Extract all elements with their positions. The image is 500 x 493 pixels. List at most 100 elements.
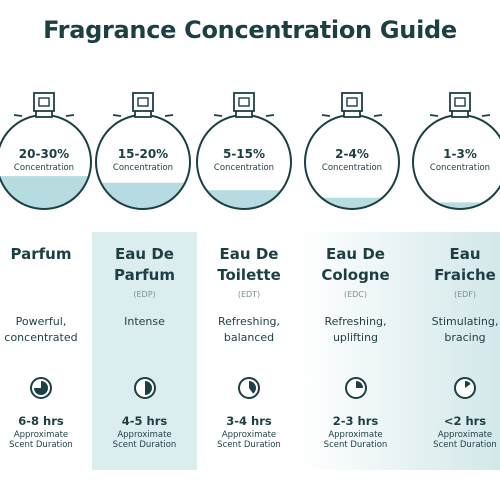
name-line-1: Parfum	[10, 245, 72, 263]
duration-hours: 2-3 hrs	[332, 414, 379, 428]
concentration-percent: 1-3%	[443, 147, 477, 161]
name-line-2: Fraiche	[434, 266, 496, 284]
concentration-label: Concentration	[112, 163, 174, 173]
fragrance-name: Eau De Parfum	[92, 244, 197, 286]
fragrance-name: Eau De Toilette	[197, 244, 301, 286]
bottle-parfum: 20-30% Concentration	[0, 90, 94, 220]
bottle-shoulder	[112, 114, 122, 117]
name-line-2: Parfum	[114, 266, 175, 284]
concentration-percent: 2-4%	[335, 147, 369, 161]
duration-caption: Approximate Scent Duration	[410, 430, 500, 450]
fragrance-columns: Parfum Powerful, concentrated 6-8 hrs Ap…	[0, 232, 500, 470]
clock-wedge	[355, 381, 363, 388]
perfume-bottle-icon	[0, 92, 92, 210]
bottle-edc: 2-4% Concentration	[302, 90, 402, 220]
clock-icon	[133, 377, 156, 399]
fragrance-abbreviation: (EDP)	[133, 290, 156, 299]
fragrance-name: Eau Fraiche	[410, 244, 500, 286]
description-line-1: Refreshing,	[324, 315, 387, 328]
duration-caption-line-2: Scent Duration	[9, 440, 73, 450]
bottle-cap-window	[38, 97, 50, 107]
clock-wedge	[465, 381, 471, 388]
concentration-percent: 15-20%	[117, 147, 169, 161]
bottle-cap	[449, 92, 471, 112]
page-title: Fragrance Concentration Guide	[43, 16, 457, 44]
bottle-shoulder	[164, 114, 174, 117]
bottle-cap	[33, 92, 55, 112]
clock-wedge	[34, 381, 48, 395]
bottle-body	[412, 114, 500, 210]
description-line-2: uplifting	[332, 331, 379, 344]
clock-icon	[30, 377, 52, 399]
liquid-fill	[0, 176, 90, 208]
bottle-cap-window	[137, 97, 149, 107]
fragrance-description: Refreshing, uplifting	[301, 314, 410, 346]
fragrance-name: Parfum	[0, 244, 92, 265]
fragrance-abbreviation: (EDF)	[453, 290, 477, 299]
clock-wedge	[249, 381, 256, 394]
bottle-shoulder	[213, 114, 223, 117]
name-line-2: Toilette	[217, 266, 281, 284]
duration-caption-line-1: Approximate	[117, 430, 172, 440]
bottle-cap-window	[346, 97, 358, 107]
perfume-bottle-icon	[196, 92, 292, 210]
duration-hours: 4-5 hrs	[121, 414, 168, 428]
duration-caption-line-2: Scent Duration	[323, 440, 388, 450]
duration-caption-line-2: Scent Duration	[217, 440, 281, 450]
clock-icon	[238, 377, 260, 399]
duration-hours: <2 hrs	[443, 414, 487, 428]
clock-wedge	[144, 381, 152, 395]
duration-caption: Approximate Scent Duration	[0, 430, 92, 450]
concentration-percent: 5-15%	[222, 147, 266, 161]
bottle-cap	[341, 92, 363, 112]
description-line-1: Stimulating,	[431, 315, 499, 328]
column-edc: Eau De Cologne (EDC) Refreshing, uplifti…	[301, 232, 410, 470]
concentration-label: Concentration	[213, 163, 275, 173]
duration-caption-line-1: Approximate	[328, 430, 383, 440]
perfume-bottle-icon	[412, 92, 500, 210]
name-line-1: Eau De	[115, 245, 174, 263]
fragrance-description: Intense	[92, 314, 197, 330]
description-line-1: Refreshing,	[217, 315, 281, 328]
bottle-edt: 5-15% Concentration	[194, 90, 294, 220]
concentration-percent: 20-30%	[18, 147, 70, 161]
bottle-edf: 1-3% Concentration	[410, 90, 500, 220]
concentration-label: Concentration	[13, 163, 75, 173]
clock-icon	[344, 377, 367, 399]
bottle-shoulder	[429, 114, 439, 117]
perfume-bottle-icon	[304, 92, 400, 210]
name-line-1: Eau De	[219, 245, 279, 263]
bottle-shoulder	[373, 114, 383, 117]
bottle-shoulder	[321, 114, 331, 117]
bottle-cap	[233, 92, 255, 112]
fragrance-description: Powerful, concentrated	[0, 314, 92, 346]
bottle-shoulder	[13, 114, 23, 117]
duration-hours: 6-8 hrs	[18, 414, 64, 428]
name-line-1: Eau De	[326, 245, 385, 263]
bottle-row: 20-30% Concentration 15-20% Concentratio…	[0, 90, 500, 220]
column-parfum: Parfum Powerful, concentrated 6-8 hrs Ap…	[0, 232, 92, 470]
liquid-fill	[306, 197, 398, 208]
perfume-bottle-icon	[95, 92, 191, 210]
duration-caption-line-2: Scent Duration	[112, 440, 177, 450]
duration-caption: Approximate Scent Duration	[197, 430, 301, 450]
fragrance-description: Refreshing, balanced	[197, 314, 301, 346]
bottle-shoulder	[65, 114, 75, 117]
name-line-1: Eau	[449, 245, 481, 263]
concentration-label: Concentration	[321, 163, 383, 173]
bottle-cap	[132, 92, 154, 112]
concentration-label: Concentration	[429, 163, 491, 173]
duration-caption-line-1: Approximate	[13, 430, 69, 440]
fragrance-name: Eau De Cologne	[301, 244, 410, 286]
duration-caption: Approximate Scent Duration	[92, 430, 197, 450]
duration-caption: Approximate Scent Duration	[301, 430, 410, 450]
description-line-1: Intense	[124, 315, 165, 328]
column-edp: Eau De Parfum (EDP) Intense 4-5 hrs Appr…	[92, 232, 197, 470]
column-edt: Eau De Toilette (EDT) Refreshing, balanc…	[197, 232, 301, 470]
clock-icon	[454, 377, 476, 399]
bottle-edp: 15-20% Concentration	[93, 90, 193, 220]
bottle-cap-window	[454, 97, 466, 107]
duration-caption-line-1: Approximate	[437, 430, 493, 440]
bottle-shoulder	[265, 114, 275, 117]
bottle-body	[304, 114, 400, 210]
